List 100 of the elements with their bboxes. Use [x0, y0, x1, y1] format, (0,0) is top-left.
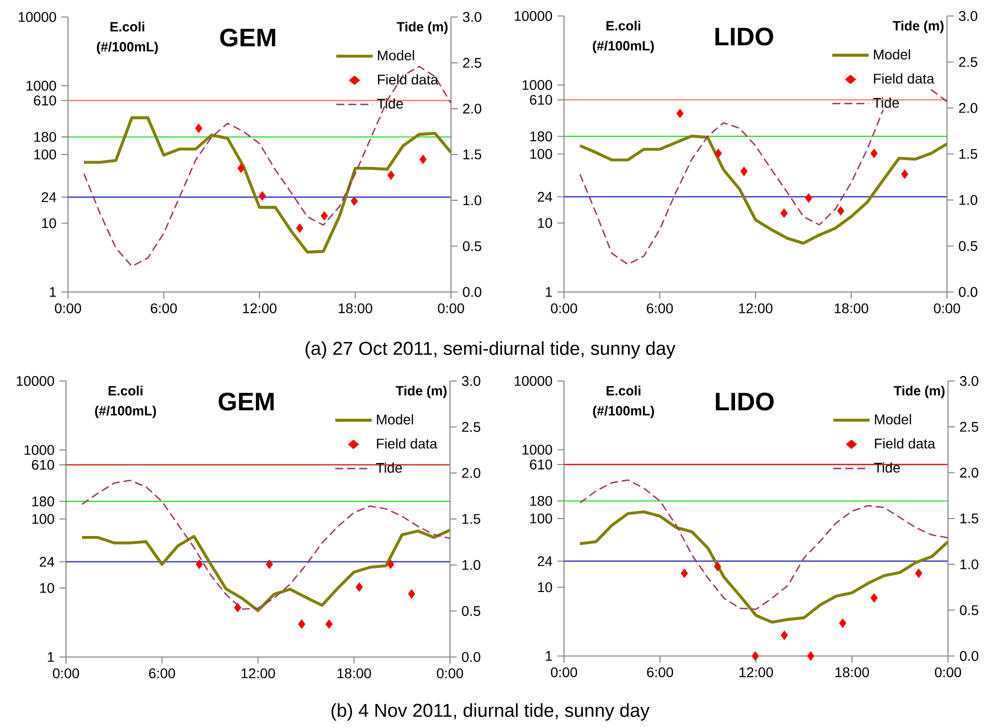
point [387, 560, 394, 569]
point [680, 568, 688, 578]
point [196, 560, 203, 569]
y2-tick-label: 2.5 [462, 422, 480, 432]
point [387, 170, 395, 180]
legend-label: Tide [376, 462, 402, 473]
y2-tick-label: 1.0 [959, 195, 978, 205]
y2-tick-label: 1.5 [959, 149, 978, 159]
y-axis-title: E.coli (#/100mL) [593, 386, 654, 418]
chart-title: GEM [218, 392, 274, 411]
y-tick-label: 100 [530, 514, 552, 524]
y-axis-title: E.coli (#/100mL) [95, 386, 156, 418]
x-tick-label: 12:00 [243, 303, 276, 314]
y-tick-label: 24 [538, 556, 552, 566]
point [837, 206, 844, 216]
x-tick-label: 0:00 [550, 667, 578, 678]
x-tick-label: 12:00 [740, 667, 773, 678]
point [266, 560, 273, 569]
x-tick-label: 18:00 [338, 668, 371, 678]
text: (a) 27 Oct 2011, semi-diurnal tide, sunny day [306, 341, 676, 359]
point [420, 154, 427, 164]
x-tick-label: 12:00 [739, 303, 772, 314]
point [901, 170, 908, 179]
y2-tick-label: 0.5 [462, 241, 482, 252]
x-tick-label: 18:00 [834, 303, 868, 314]
point [408, 589, 416, 599]
y2-tick-label: 0.0 [462, 287, 482, 297]
y2-tick-label: 0.5 [462, 606, 480, 616]
y2-axis-title: Tide (m) [396, 386, 447, 398]
point [296, 223, 304, 233]
x-tick-label: 0:00 [934, 667, 962, 678]
y-tick-label: 100 [530, 149, 552, 159]
y2-tick-label: 0.5 [960, 605, 978, 616]
x-tick-label: 6:00 [149, 668, 176, 678]
y-tick-label: 10000 [514, 11, 552, 21]
chart-title: LIDO [716, 392, 774, 411]
y2-tick-label: 2.0 [462, 468, 480, 478]
y2-axis-title: Tide (m) [894, 386, 945, 398]
legend-label: Model [376, 414, 414, 424]
y2-tick-label: 0.0 [960, 651, 978, 661]
chart-title: LIDO [715, 28, 774, 46]
x-tick-label: 18:00 [338, 303, 372, 314]
line-series [83, 66, 452, 267]
x-tick-label: 6:00 [647, 667, 674, 678]
y-tick-label: 610 [530, 460, 552, 470]
y2-tick-label: 0.0 [958, 287, 978, 297]
point [915, 568, 922, 578]
y2-tick-label: 1.5 [463, 150, 482, 160]
y-tick-label: 1 [48, 652, 54, 662]
x-tick-label: 0:00 [934, 303, 960, 314]
y2-tick-label: 3.0 [462, 12, 482, 22]
point [320, 211, 328, 220]
point [676, 108, 684, 118]
y2-tick-label: 2.5 [463, 58, 482, 68]
y-tick-label: 10 [538, 582, 552, 592]
y-tick-label: 10 [42, 218, 56, 228]
y2-tick-label: 0.0 [462, 652, 480, 662]
y2-tick-label: 1.5 [462, 514, 480, 524]
y-tick-label: 1000 [522, 444, 552, 455]
x-tick-label: 12:00 [242, 668, 275, 678]
y-tick-label: 180 [32, 496, 54, 506]
y-tick-label: 10000 [18, 12, 56, 22]
x-tick-label: 0:00 [550, 303, 578, 314]
y-tick-label: 10 [538, 218, 552, 228]
y2-tick-label: 2.5 [960, 422, 978, 432]
y2-tick-label: 1.0 [960, 559, 978, 570]
y-tick-label: 610 [530, 94, 552, 105]
legend-label: Model [874, 49, 910, 60]
y-tick-label: 10 [40, 583, 54, 593]
y-tick-label: 1000 [26, 80, 56, 91]
y-tick-label: 1000 [522, 80, 552, 90]
y2-tick-label: 0.5 [958, 241, 978, 251]
y-tick-label: 180 [530, 496, 552, 506]
y-tick-label: 100 [34, 150, 56, 160]
line-series [578, 134, 948, 245]
point [714, 562, 722, 572]
y-tick-label: 1000 [24, 445, 54, 455]
y-tick-label: 100 [32, 514, 54, 524]
point [356, 582, 363, 592]
point [298, 619, 306, 629]
point [714, 148, 722, 158]
legend-label: Tide [377, 98, 403, 109]
y-tick-label: 1 [50, 287, 56, 297]
point [258, 191, 266, 200]
point [839, 618, 846, 628]
point [195, 124, 202, 133]
legend-label: Model [874, 414, 912, 424]
legend-label: Tide [873, 97, 899, 108]
chart-title: GEM [220, 28, 276, 47]
y-tick-label: 610 [32, 460, 54, 470]
y-axis-title: E.coli (#/100mL) [96, 22, 158, 54]
point [326, 619, 333, 629]
point [780, 630, 788, 640]
point [752, 651, 759, 661]
legend-label: Field data [874, 73, 934, 84]
y2-tick-label: 2.5 [959, 57, 978, 67]
y2-axis-title: Tide (m) [396, 22, 448, 34]
legend-label: Field data [874, 438, 936, 449]
line-series [578, 510, 950, 624]
text: (b) 4 Nov 2011, diurnal tide, sunny day [332, 703, 650, 721]
